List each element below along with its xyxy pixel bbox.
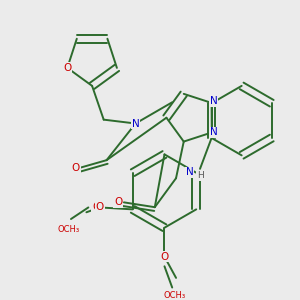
Text: O: O [96,202,104,212]
Text: OCH₃: OCH₃ [58,225,80,234]
Text: O: O [160,252,169,262]
Text: N: N [210,128,218,137]
Text: O: O [63,63,71,73]
Text: O: O [92,202,100,212]
Text: N: N [210,96,218,106]
Text: H: H [197,171,203,180]
Text: OCH₃: OCH₃ [163,291,185,300]
Text: O: O [114,197,122,207]
Text: N: N [186,167,194,177]
Text: N: N [132,118,140,128]
Text: O: O [72,163,80,173]
